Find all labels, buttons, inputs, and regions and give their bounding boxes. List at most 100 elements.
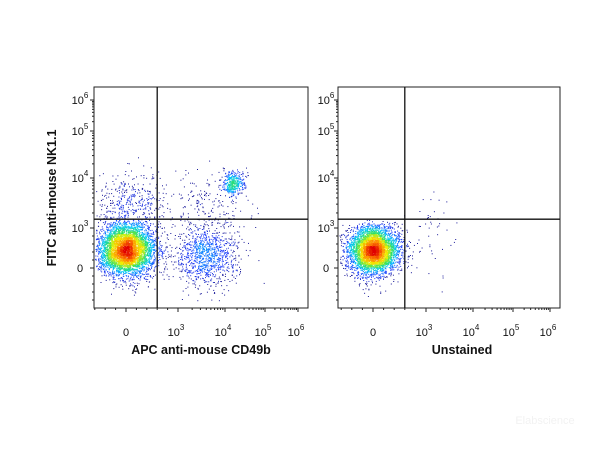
data-point	[124, 190, 126, 192]
data-point	[141, 273, 143, 275]
data-point	[138, 265, 140, 267]
data-point	[178, 257, 180, 259]
data-point	[132, 194, 134, 195]
data-point	[219, 188, 221, 190]
data-point	[125, 270, 126, 272]
data-point	[112, 273, 114, 275]
data-point	[132, 268, 134, 270]
data-point	[105, 234, 107, 236]
data-point	[138, 247, 140, 249]
data-point	[149, 249, 151, 251]
data-point	[98, 262, 100, 264]
data-point	[138, 258, 140, 260]
data-point	[212, 201, 214, 203]
data-point	[148, 265, 150, 267]
data-point	[129, 186, 130, 188]
data-point	[205, 259, 207, 261]
data-point	[236, 269, 238, 271]
data-point	[200, 240, 202, 242]
data-point	[232, 241, 234, 243]
data-point	[141, 248, 142, 250]
data-point	[150, 239, 152, 240]
data-point	[150, 208, 152, 210]
data-point	[208, 228, 210, 230]
data-point	[207, 275, 209, 277]
data-point	[200, 251, 202, 253]
data-point	[108, 273, 110, 275]
data-point	[238, 183, 239, 185]
data-point	[145, 235, 147, 237]
data-point	[104, 231, 106, 233]
data-point	[114, 261, 116, 263]
data-point	[143, 177, 145, 179]
data-point	[204, 232, 206, 234]
data-point	[186, 228, 187, 230]
data-point	[152, 232, 154, 234]
data-point	[166, 268, 168, 270]
data-point	[115, 230, 117, 231]
data-point	[115, 284, 117, 286]
data-point	[110, 250, 112, 252]
data-point	[144, 205, 146, 206]
data-point	[219, 245, 221, 247]
data-point	[105, 269, 107, 271]
data-point	[238, 231, 240, 233]
data-point	[214, 292, 215, 294]
data-point	[214, 265, 216, 267]
data-point	[139, 226, 141, 228]
data-point	[115, 229, 117, 231]
data-point	[237, 175, 239, 177]
data-point	[200, 238, 202, 240]
data-point	[147, 202, 149, 204]
data-point	[106, 197, 108, 199]
data-point	[144, 257, 145, 259]
data-point	[114, 224, 116, 226]
data-point	[145, 208, 147, 210]
data-point	[215, 283, 217, 285]
data-point	[115, 189, 116, 191]
data-point	[143, 240, 145, 242]
data-point	[134, 264, 136, 266]
data-point	[120, 227, 122, 229]
data-point	[244, 184, 246, 186]
data-point	[103, 249, 105, 251]
data-point	[111, 244, 113, 246]
data-point	[102, 260, 104, 262]
data-point	[114, 281, 116, 283]
data-point	[197, 256, 199, 258]
data-point	[113, 272, 115, 274]
data-point	[188, 248, 190, 250]
data-point	[135, 292, 137, 294]
data-point	[149, 275, 151, 276]
data-point	[189, 224, 191, 226]
data-point	[107, 240, 109, 242]
data-point	[133, 270, 135, 272]
data-point	[140, 237, 142, 239]
data-point	[134, 232, 135, 234]
data-point	[142, 237, 144, 239]
data-point	[106, 244, 108, 246]
data-point	[138, 202, 140, 204]
data-point	[125, 264, 127, 266]
data-point	[100, 236, 102, 238]
data-point	[118, 235, 120, 237]
data-point	[199, 248, 201, 250]
data-point	[227, 191, 229, 193]
data-point	[184, 239, 186, 241]
data-point	[238, 241, 240, 243]
data-point	[195, 254, 197, 256]
data-point	[109, 223, 111, 225]
data-point	[147, 273, 149, 275]
data-point	[207, 273, 209, 275]
data-point	[102, 198, 104, 200]
data-point	[112, 200, 114, 202]
data-point	[239, 226, 241, 228]
data-point	[116, 226, 118, 228]
data-point	[104, 239, 106, 240]
data-point	[115, 286, 117, 288]
data-point	[139, 251, 141, 253]
data-point	[161, 232, 163, 234]
data-point	[215, 255, 217, 257]
data-point	[119, 216, 121, 218]
data-point	[237, 184, 238, 186]
